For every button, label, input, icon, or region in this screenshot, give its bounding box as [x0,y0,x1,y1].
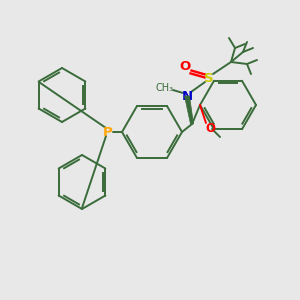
Text: P: P [103,125,113,139]
Text: S: S [204,71,214,85]
Text: O: O [205,122,215,134]
Text: CH₃: CH₃ [156,83,174,93]
Text: N: N [182,89,193,103]
Polygon shape [184,96,194,124]
Text: O: O [179,59,191,73]
